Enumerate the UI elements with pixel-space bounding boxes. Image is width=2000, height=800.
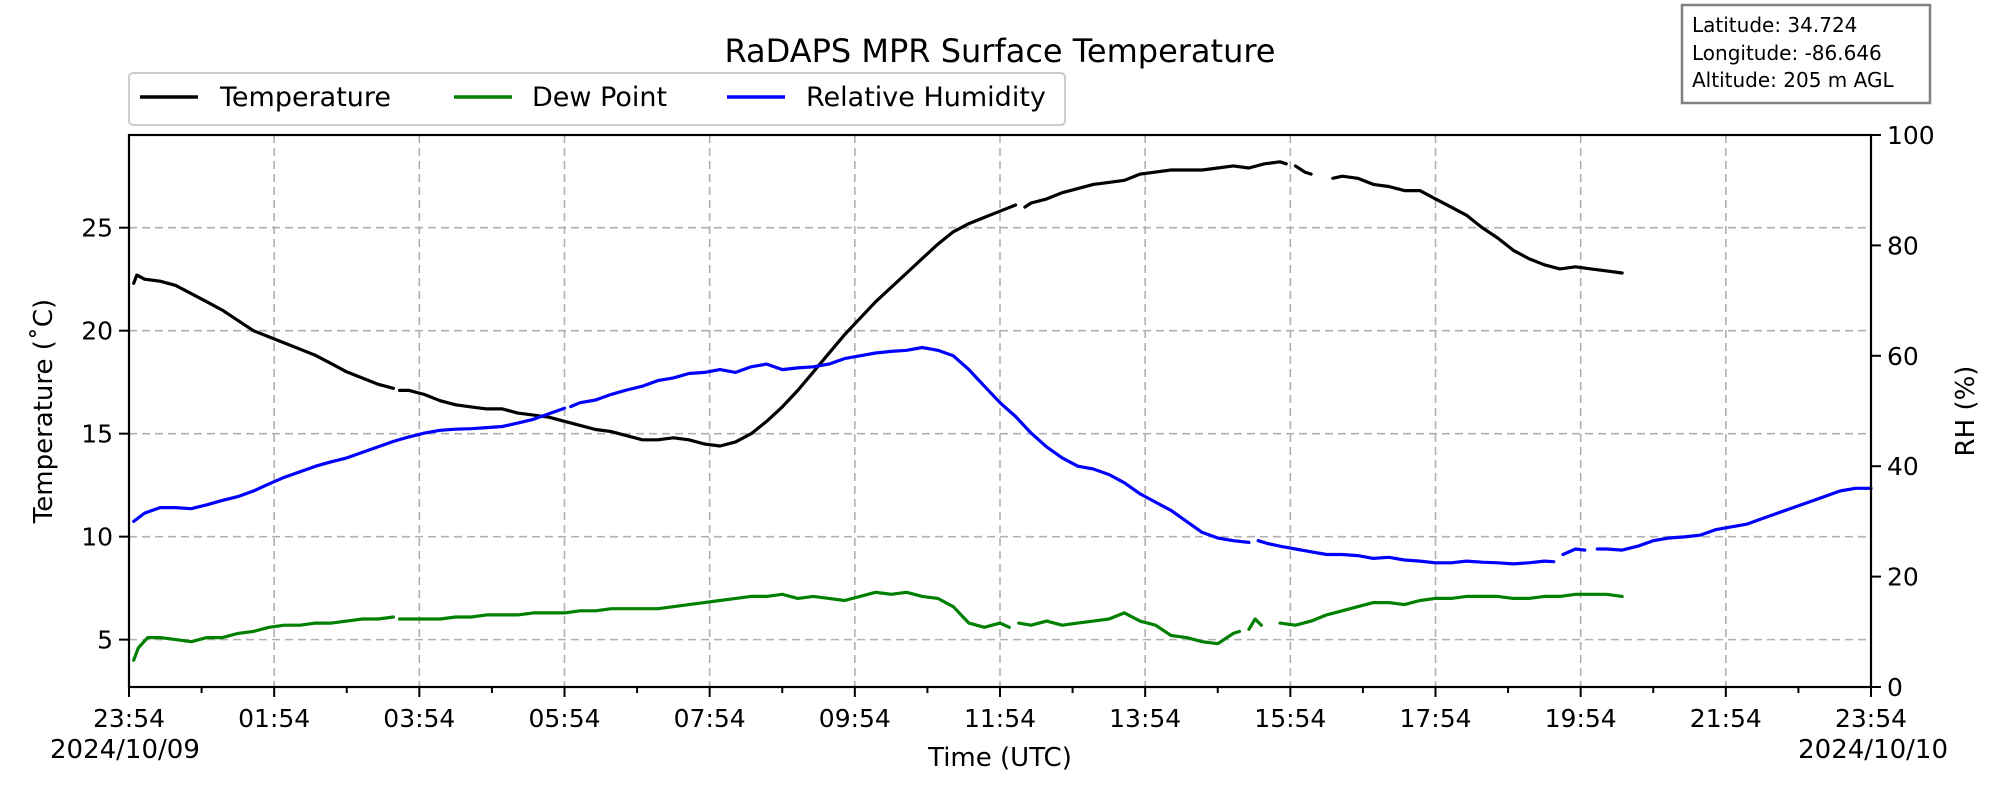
x-tick-label: 23:54 [93,704,165,733]
series-line-relative-humidity [569,345,1251,544]
x-start-date: 2024/10/09 [50,735,200,765]
x-tick-label: 13:54 [1109,704,1181,733]
series-line-temperature [398,203,1018,448]
info-longitude: Longitude: -86.646 [1692,41,1882,65]
x-tick-label: 01:54 [238,704,310,733]
series-line-dew-point [1278,592,1624,627]
y2-tick-label: 0 [1887,673,1903,702]
x-axis-ticks: 23:54 01:54 03:54 05:54 07:54 09:54 11:54 13:54… [93,687,1907,733]
series-line-relative-humidity [1595,486,1873,552]
x-tick-label: 05:54 [528,704,600,733]
series-layer [132,160,1873,662]
x-end-date: 2024/10/10 [1798,735,1948,765]
chart-title: RaDAPS MPR Surface Temperature [725,32,1276,70]
y-tick-label: 5 [97,626,113,655]
x-tick-label: 21:54 [1690,704,1762,733]
series-line-dew-point [1017,611,1242,646]
y-tick-label: 10 [81,523,113,552]
series-line-temperature [1331,174,1624,275]
x-tick-label: 23:54 [1835,704,1907,733]
legend-box [128,72,1066,126]
series-line-relative-humidity [1256,539,1556,566]
y-tick-label: 25 [81,214,113,243]
legend-label-temperature: Temperature [219,82,391,113]
series-line-temperature [1293,164,1313,176]
gridlines [129,135,1871,687]
y-axis-label: Temperature (˚C) [29,299,59,524]
x-tick-label: 03:54 [383,704,455,733]
y2-tick-label: 60 [1887,342,1919,371]
series-line-dew-point [398,590,1011,629]
series-line-relative-humidity [132,406,567,523]
x-tick-label: 19:54 [1545,704,1617,733]
series-line-temperature [132,273,395,390]
x-tick-label: 15:54 [1254,704,1326,733]
y2-tick-label: 20 [1887,563,1919,592]
info-latitude: Latitude: 34.724 [1692,13,1857,37]
y2-tick-label: 40 [1887,452,1919,481]
legend-label-relative-humidity: Relative Humidity [806,82,1046,113]
x-tick-label: 09:54 [819,704,891,733]
x-tick-label: 07:54 [674,704,746,733]
info-box-frame [1680,3,1932,105]
series-line-dew-point [132,615,395,662]
info-altitude: Altitude: 205 m AGL [1692,68,1894,92]
x-tick-label: 11:54 [964,704,1036,733]
legend: Temperature Dew Point Relative Humidity [128,72,1066,126]
y2-tick-label: 80 [1887,231,1919,260]
y-tick-label: 20 [81,317,113,346]
legend-label-dew-point: Dew Point [532,82,667,113]
x-tick-label: 17:54 [1399,704,1471,733]
series-line-relative-humidity [1561,547,1587,557]
series-line-temperature [1023,160,1288,209]
y2-axis-ticks: 0 20 40 60 80 100 [1871,121,1935,702]
y2-tick-label: 100 [1887,121,1935,150]
y-axis-ticks: 5 10 15 20 25 [81,214,129,655]
y2-axis-label: RH (%) [1951,366,1981,457]
y-tick-label: 15 [81,420,113,449]
series-line-dew-point [1247,617,1263,631]
x-axis-label: Time (UTC) [927,743,1072,773]
station-info-box: Latitude: 34.724 Longitude: -86.646 Alti… [1680,3,1932,105]
